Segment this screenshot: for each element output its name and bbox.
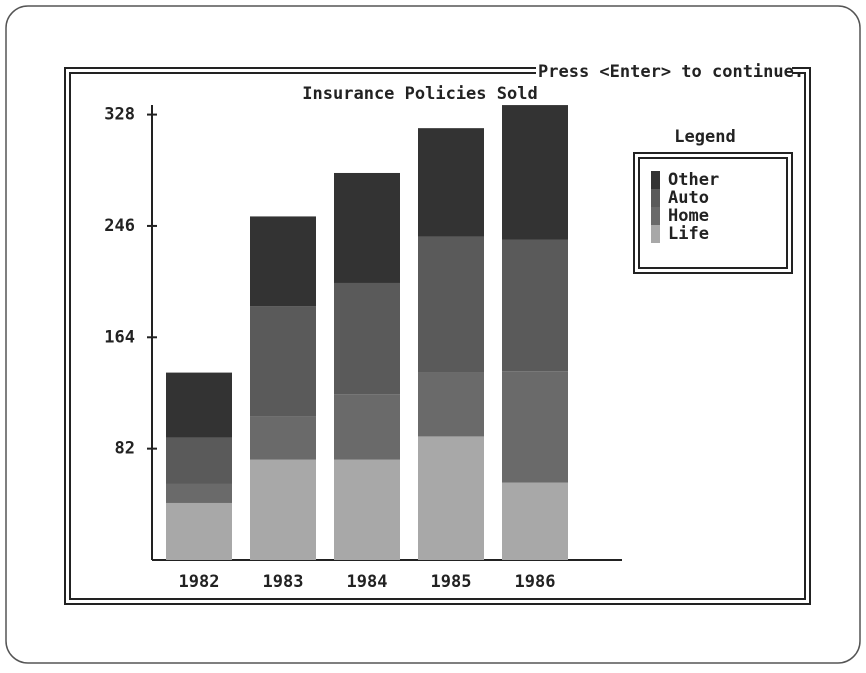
legend-title: Legend (674, 127, 735, 147)
legend-label: Life (668, 224, 709, 244)
legend-swatch (651, 171, 660, 189)
bar-segment (250, 306, 316, 417)
legend-label: Other (668, 170, 719, 190)
bar-segment (418, 128, 484, 237)
frame-inner (69, 72, 806, 600)
bar-segment (166, 437, 232, 484)
bar-segment (250, 459, 316, 560)
bar-segment (166, 483, 232, 503)
frame-outer (64, 67, 811, 605)
bar-segment (250, 216, 316, 307)
legend-swatch (651, 207, 660, 225)
bar-segment (502, 371, 568, 483)
legend-label: Home (668, 206, 709, 226)
prompt: Press <Enter> to continue. (538, 62, 804, 82)
legend-box-outer (633, 152, 793, 274)
bar-segment (502, 239, 568, 372)
y-tick-label: 246 (104, 216, 135, 236)
bar-segment (418, 436, 484, 560)
chart-title: Insurance Policies Sold (302, 84, 537, 104)
x-tick-label: 1983 (263, 572, 304, 592)
bar-segment (334, 459, 400, 560)
x-tick-label: 1982 (179, 572, 220, 592)
y-tick-label: 82 (115, 439, 135, 459)
x-tick-label: 1986 (515, 572, 556, 592)
prompt-bg (536, 62, 792, 80)
x-tick-label: 1985 (431, 572, 472, 592)
bar-segment (334, 394, 400, 460)
bar-segment (418, 372, 484, 437)
y-tick-label: 328 (104, 105, 135, 125)
legend-swatch (651, 225, 660, 243)
legend-box-inner (638, 157, 788, 269)
legend-label: Auto (668, 188, 709, 208)
bar-segment (418, 236, 484, 373)
legend-swatch (651, 189, 660, 207)
bar-segment (166, 502, 232, 560)
x-tick-label: 1984 (347, 572, 388, 592)
bar-segment (166, 372, 232, 438)
bar-segment (502, 105, 568, 240)
bar-segment (334, 172, 400, 283)
bar-segment (502, 482, 568, 560)
y-tick-label: 164 (104, 327, 135, 347)
bar-segment (250, 416, 316, 460)
bar-segment (334, 282, 400, 395)
